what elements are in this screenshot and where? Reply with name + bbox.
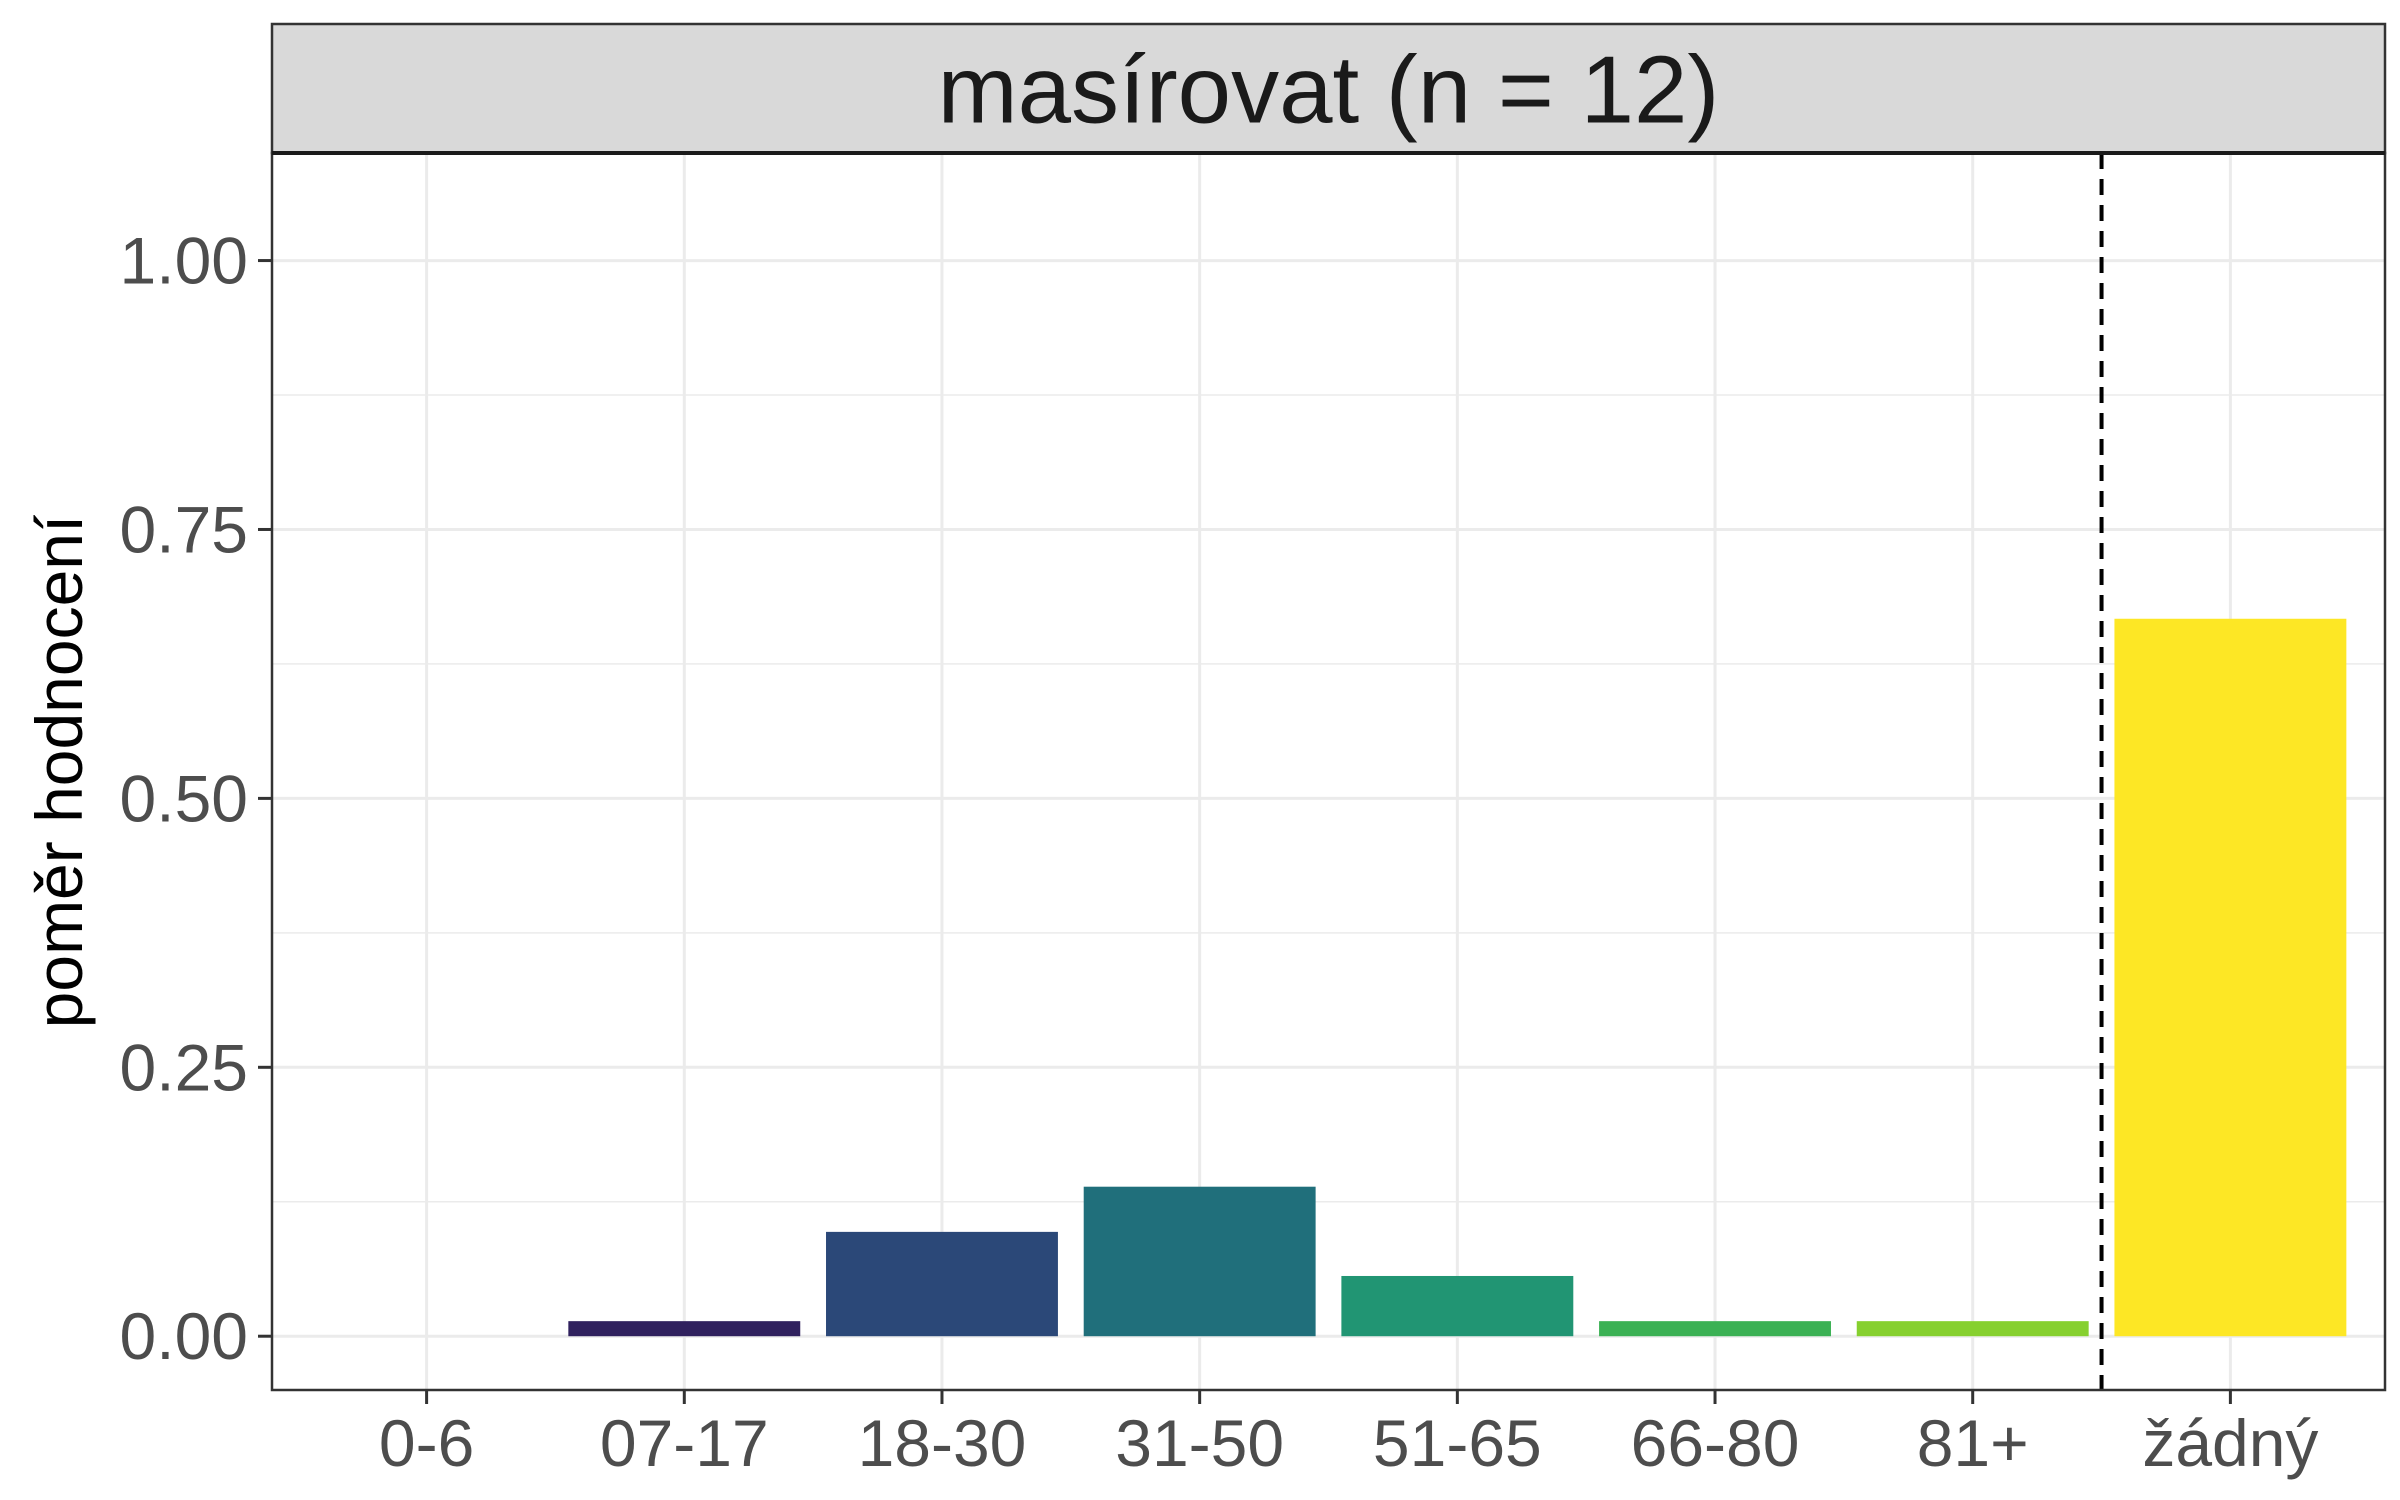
bar-66-80	[1599, 1321, 1831, 1337]
y-tick-label: 1.00	[120, 224, 248, 298]
x-tick-label: 07-17	[600, 1406, 769, 1480]
y-axis: 0.00 0.25 0.50 0.75 1.00	[120, 224, 272, 1373]
bar-51-65	[1341, 1275, 1574, 1337]
y-tick-label: 0.50	[120, 761, 248, 835]
x-axis: 0-6 07-17 18-30 31-50 51-65 66-80 81+ žádný	[379, 1390, 2318, 1480]
x-tick-label: 31-50	[1115, 1406, 1284, 1480]
bar-žádný	[2114, 618, 2347, 1337]
facet-strip: masírovat (n = 12)	[270, 22, 2387, 155]
x-tick-label: žádný	[2142, 1406, 2318, 1480]
y-axis-title: poměr hodnocení	[22, 514, 96, 1028]
x-tick-label: 0-6	[379, 1406, 474, 1480]
facet-strip-background	[270, 22, 2387, 155]
x-tick-label: 66-80	[1631, 1406, 1800, 1480]
y-tick-label: 0.25	[120, 1030, 248, 1104]
bar-07-17	[568, 1321, 801, 1337]
y-tick-label: 0.00	[120, 1299, 248, 1373]
bars	[568, 618, 2347, 1337]
panel-border	[270, 151, 2387, 1392]
chart-title: masírovat (n = 12)	[938, 37, 1720, 144]
grid	[272, 153, 2385, 1390]
x-tick-label: 81+	[1917, 1406, 2029, 1480]
x-tick-label: 51-65	[1373, 1406, 1542, 1480]
bar-18-30	[826, 1231, 1058, 1337]
bar-31-50	[1083, 1186, 1316, 1337]
bar-81+	[1856, 1321, 2089, 1337]
panel-frame	[270, 151, 2387, 1392]
y-tick-label: 0.75	[120, 492, 248, 566]
x-tick-label: 18-30	[858, 1406, 1027, 1480]
